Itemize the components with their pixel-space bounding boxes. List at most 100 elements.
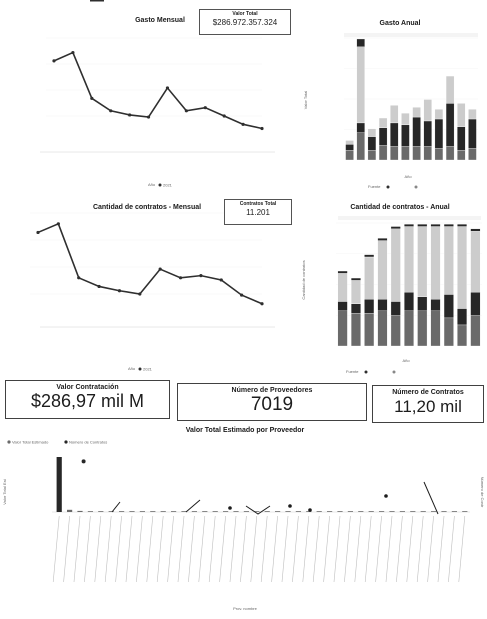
bar-segment (412, 116, 421, 147)
legend-label: Año (148, 182, 156, 187)
provider-bar (171, 511, 177, 512)
bar-segment (390, 146, 399, 161)
provider-bar (431, 511, 437, 512)
bar-segment (468, 109, 477, 120)
provider-bar (420, 511, 426, 512)
data-point (146, 115, 151, 119)
legend-dot-contratos (64, 440, 68, 444)
data-point (260, 126, 264, 131)
contratos-anual-bars (336, 222, 482, 347)
contracts-point (81, 459, 86, 464)
bar-segment (412, 107, 421, 118)
bar-segment (423, 120, 432, 147)
contratos-point (288, 504, 292, 508)
provider-label (198, 515, 206, 583)
legend-strip (338, 216, 481, 220)
provider-label (271, 515, 278, 583)
contratos-anual-chart: Cantidad de contratos - Anual Cantidad d… (301, 204, 482, 374)
provider-label (167, 515, 174, 583)
provider-label (364, 515, 372, 583)
provider-label (458, 515, 466, 583)
kpi-proveedores-label: Número de Proveedores (231, 387, 313, 394)
provider-label (136, 515, 143, 583)
provider-label (84, 515, 91, 583)
data-point (241, 122, 245, 126)
bar-segment (470, 228, 481, 232)
kpi-proveedores-value: 7019 (250, 394, 294, 415)
gasto-anual-legend-label: Fuente (368, 184, 381, 189)
provider-bar (108, 511, 114, 512)
gasto-mensual-plot (46, 37, 264, 131)
provider-bar (441, 511, 447, 512)
provider-label (146, 515, 154, 583)
valor-total-card: Valor Total $286.972.357.324 (199, 9, 291, 35)
provider-label (292, 515, 299, 583)
provider-bar (264, 511, 270, 512)
provider-label (302, 515, 310, 583)
provider-bar (87, 511, 93, 512)
provider-label (73, 515, 81, 583)
bar-segment (443, 226, 454, 295)
provider-bar (212, 511, 218, 512)
provider-label (177, 515, 185, 583)
provider-bar (410, 511, 416, 512)
provider-bar (150, 511, 156, 512)
kpi-proveedores: Número de Proveedores 7019 (177, 383, 367, 421)
provider-bar (223, 511, 229, 512)
legend-dot-a (364, 370, 368, 374)
provider-bar (243, 511, 249, 512)
bar-segment (345, 144, 354, 151)
provider-bar (139, 511, 145, 512)
provider-bar (399, 511, 405, 512)
bar-segment (364, 313, 375, 347)
data-point (90, 96, 94, 100)
provider-bar (285, 511, 291, 512)
provider-bar (181, 511, 187, 512)
data-point (178, 276, 183, 280)
bar-segment (430, 224, 441, 227)
provider-label (416, 515, 424, 583)
provider-label (208, 515, 216, 583)
provider-label (156, 515, 164, 583)
bar-segment (468, 118, 477, 149)
legend-strip (344, 33, 478, 37)
legend-dot-valor (7, 440, 11, 444)
legend-contratos: Número de Contratos (69, 440, 107, 445)
bar-segment (350, 303, 361, 314)
legend-dot (158, 183, 162, 187)
provider-bar (389, 511, 395, 512)
series-line (37, 222, 263, 305)
data-point (260, 302, 264, 306)
provider-bar (98, 511, 104, 512)
bar-segment (412, 146, 421, 161)
data-point (36, 230, 40, 235)
provider-bar (160, 511, 166, 512)
bar-segment (417, 310, 428, 347)
bar-segment (337, 310, 348, 347)
bar-segment (457, 308, 468, 326)
provider-bar (358, 511, 364, 512)
provider-label (229, 515, 237, 583)
gasto-mensual-title: Gasto Mensual (135, 17, 185, 24)
contratos-anual-xlabel: Año (402, 358, 410, 363)
bar-segment (430, 310, 441, 347)
provider-bar (77, 510, 83, 512)
bar-segment (378, 117, 388, 128)
bar-segment (404, 226, 414, 293)
bar-segment (423, 146, 432, 161)
provider-bar (191, 511, 197, 512)
bar-segment (434, 148, 444, 161)
data-point (165, 86, 170, 90)
bar-segment (457, 324, 468, 347)
contratos-anual-title: Cantidad de contratos - Anual (350, 204, 449, 211)
legend-dot-b (414, 185, 418, 189)
provider-label (344, 515, 351, 583)
bar-segment (364, 256, 375, 300)
bar-segment (356, 132, 365, 161)
provider-bar (347, 511, 353, 512)
proveedor-ylabel: Valor Total Est (2, 478, 7, 504)
data-point (97, 284, 101, 289)
provider-label (104, 515, 112, 583)
bar-segment (356, 122, 365, 133)
contratos-mensual-chart: Cantidad de contratos - Mensual Año 2021 (30, 204, 275, 372)
